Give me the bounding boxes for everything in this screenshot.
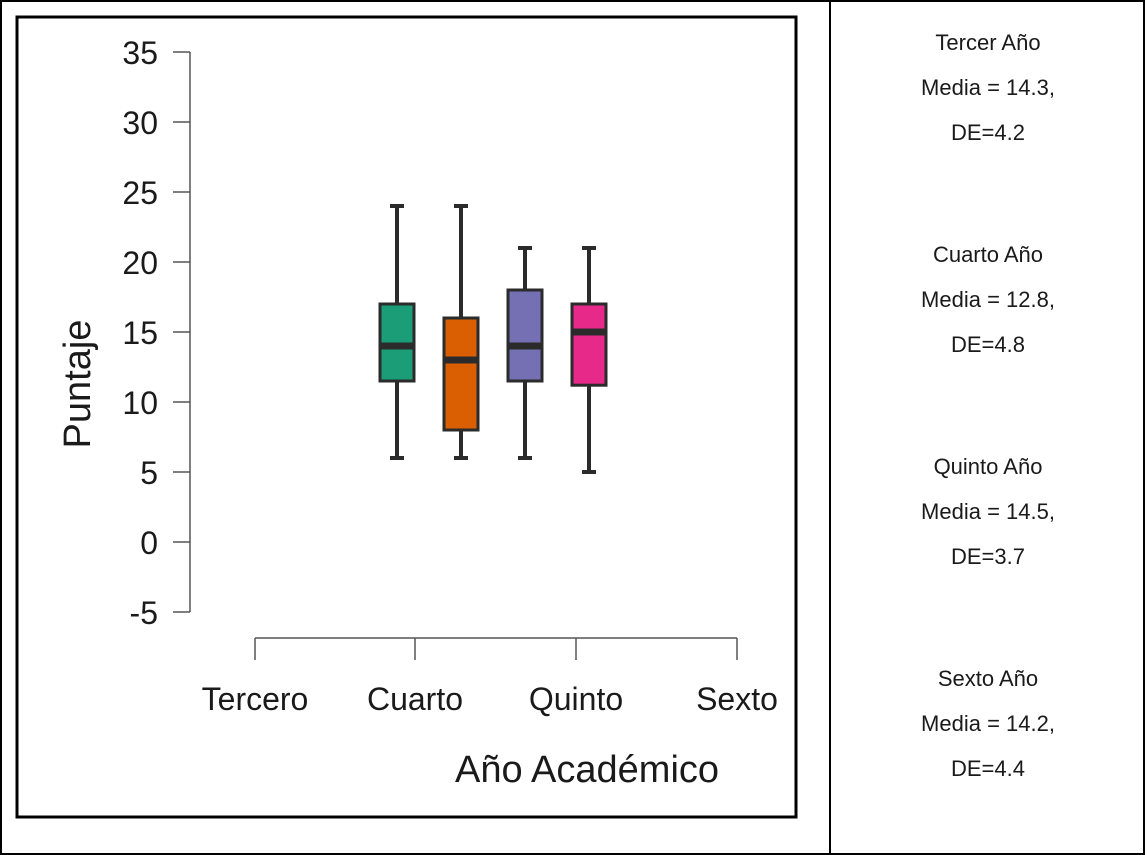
stat-sd: DE=3.7 (951, 544, 1025, 569)
x-tick-label: Cuarto (367, 681, 463, 717)
y-tick-label: 0 (140, 525, 158, 561)
stat-sd: DE=4.8 (951, 332, 1025, 357)
stats-panel: Tercer Año Media = 14.3, DE=4.2 Cuarto Año M… (831, 0, 1145, 855)
boxes (378, 204, 608, 474)
stat-mean: Media = 14.3, (921, 75, 1055, 100)
box-cuarto (442, 204, 480, 460)
y-axis-label: Puntaje (57, 320, 99, 449)
plot-frame (15, 15, 798, 819)
box-sexto (570, 246, 608, 474)
y-tick-label: 20 (122, 245, 158, 281)
y-tick-label: 10 (122, 385, 158, 421)
y-tick-label: 30 (122, 105, 158, 141)
x-axis: Tercero Cuarto Quinto Sexto (202, 637, 778, 717)
stat-mean: Media = 14.5, (921, 499, 1055, 524)
x-axis-label: Año Académico (455, 749, 719, 791)
stat-block: Quinto Año Media = 14.5, DE=3.7 (831, 444, 1145, 579)
box-iqr (570, 302, 608, 387)
y-tick-label: 15 (122, 315, 158, 351)
stat-title: Sexto Año (937, 666, 1039, 691)
stat-sd: DE=4.2 (951, 120, 1025, 145)
stat-block: Cuarto Año Media = 12.8, DE=4.8 (831, 232, 1145, 367)
x-tick-label: Quinto (529, 681, 623, 717)
y-tick-label: -5 (130, 595, 158, 631)
box-iqr (442, 316, 480, 432)
stat-block: Sexto Año Media = 14.2, DE=4.4 (831, 656, 1145, 791)
cell-divider (829, 0, 831, 855)
box-tercero (378, 204, 416, 460)
stat-title: Tercer Año (935, 30, 1041, 55)
y-tick-label: 35 (122, 35, 158, 71)
x-tick-label: Sexto (696, 681, 778, 717)
box-plot-chart: 35 30 25 20 15 10 5 0 -5 Tercero Cuarto Quinto Sext… (15, 15, 798, 819)
x-tick-label: Tercero (202, 681, 309, 717)
y-tick-label: 5 (140, 455, 158, 491)
stat-title: Quinto Año (933, 454, 1043, 479)
stat-mean: Media = 12.8, (921, 287, 1055, 312)
stat-sd: DE=4.4 (951, 756, 1025, 781)
y-axis: 35 30 25 20 15 10 5 0 -5 (122, 35, 191, 631)
stat-mean: Media = 14.2, (921, 711, 1055, 736)
stat-block: Tercer Año Media = 14.3, DE=4.2 (831, 20, 1145, 155)
box-iqr (506, 288, 544, 383)
box-quinto (506, 246, 544, 460)
stat-title: Cuarto Año (932, 242, 1044, 267)
y-tick-label: 25 (122, 175, 158, 211)
